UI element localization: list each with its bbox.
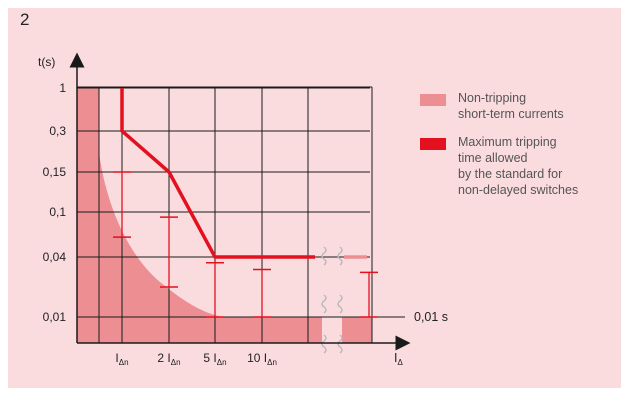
x-axis-label-base: I: [394, 351, 397, 365]
x-axis-label: IΔ: [394, 351, 403, 367]
axis-break-gap: [322, 316, 342, 344]
legend-line: Maximum tripping: [458, 135, 557, 149]
legend-swatch-max-tripping: [420, 138, 446, 150]
figure-number: 2: [20, 10, 30, 29]
x-tick-subscript: Δn: [171, 358, 181, 367]
x-axis-label-subscript: Δ: [397, 358, 403, 367]
non-tripping-region: [77, 87, 372, 343]
axis-break-mark-5: [337, 334, 343, 354]
max-tripping-line: [120, 88, 315, 259]
y-tick-label: 0,04: [43, 250, 67, 264]
y-tick-label: 0,1: [49, 205, 66, 219]
legend-line: Non-tripping: [458, 91, 527, 105]
x-tick-label: 10 IΔn: [247, 351, 277, 367]
x-tick-subscript: Δn: [267, 358, 277, 367]
x-tick-subscript: Δn: [217, 358, 227, 367]
x-tick-label: 2 IΔn: [157, 351, 180, 367]
x-tick-coef: I: [115, 351, 118, 365]
axis-break-mark-2: [321, 294, 327, 314]
axis-break-mark-0: [321, 246, 327, 266]
reference-line-label: 0,01 s: [414, 310, 448, 324]
axis-break-mark-1: [337, 246, 343, 266]
legend-line: by the standard for: [458, 167, 563, 181]
legend-line: non-delayed switches: [458, 183, 579, 197]
legend-swatch-non-tripping: [420, 94, 446, 106]
y-axis-label: t(s): [38, 55, 55, 69]
legend-text-non-tripping: Non-tripping short-term currents: [458, 90, 618, 122]
axis-break-mark-3: [337, 294, 343, 314]
y-tick-label: 1: [59, 81, 66, 95]
x-tick-label: 5 IΔn: [203, 351, 226, 367]
legend-line: short-term currents: [458, 107, 564, 121]
x-tick-coef: 5 I: [203, 351, 216, 365]
y-tick-label: 0,01: [43, 310, 67, 324]
x-tick-coef: 10 I: [247, 351, 267, 365]
y-tick-label: 0,3: [49, 124, 66, 138]
legend-text-max-tripping: Maximum tripping time allowed by the sta…: [458, 134, 618, 198]
legend-line: time allowed: [458, 151, 528, 165]
x-tick-coef: 2 I: [157, 351, 170, 365]
x-tick-label: IΔn: [115, 351, 128, 367]
x-tick-subscript: Δn: [119, 358, 129, 367]
axis-break-mark-4: [321, 334, 327, 354]
y-tick-label: 0,15: [43, 165, 67, 179]
